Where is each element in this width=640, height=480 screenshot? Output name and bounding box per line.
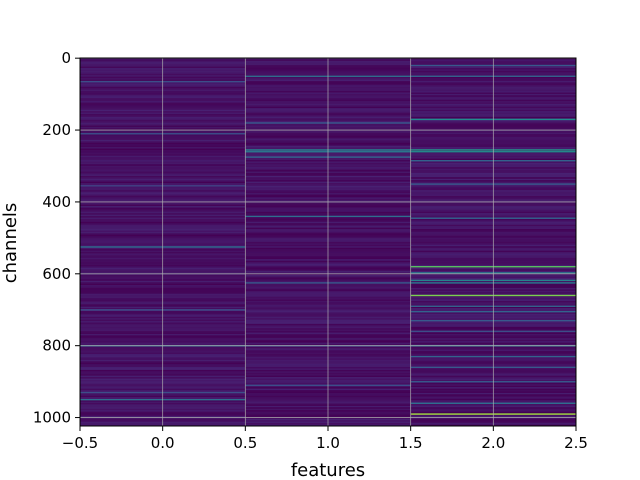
y-tick-label: 1000 <box>33 409 71 427</box>
y-tick-label: 200 <box>42 121 71 139</box>
y-tick-label: 800 <box>42 337 71 355</box>
x-tick-label: 0.0 <box>151 434 175 452</box>
y-tick-label: 0 <box>61 49 71 67</box>
x-axis-label: features <box>291 460 365 480</box>
x-axis-ticks: −0.5 0.0 0.5 1.0 1.5 2.0 2.5 <box>62 426 588 452</box>
x-tick-label: 2.0 <box>481 434 505 452</box>
x-tick-label: 0.5 <box>233 434 257 452</box>
grid-lines <box>79 57 577 426</box>
x-tick-label: 2.5 <box>564 434 588 452</box>
y-axis-label: channels <box>0 203 21 284</box>
y-tick-label: 400 <box>42 193 71 211</box>
x-tick-label: −0.5 <box>62 434 98 452</box>
y-tick-label: 600 <box>42 265 71 283</box>
x-tick-label: 1.0 <box>316 434 340 452</box>
x-tick-label: 1.5 <box>399 434 423 452</box>
y-axis-ticks: 0 200 400 600 800 1000 <box>33 49 80 427</box>
